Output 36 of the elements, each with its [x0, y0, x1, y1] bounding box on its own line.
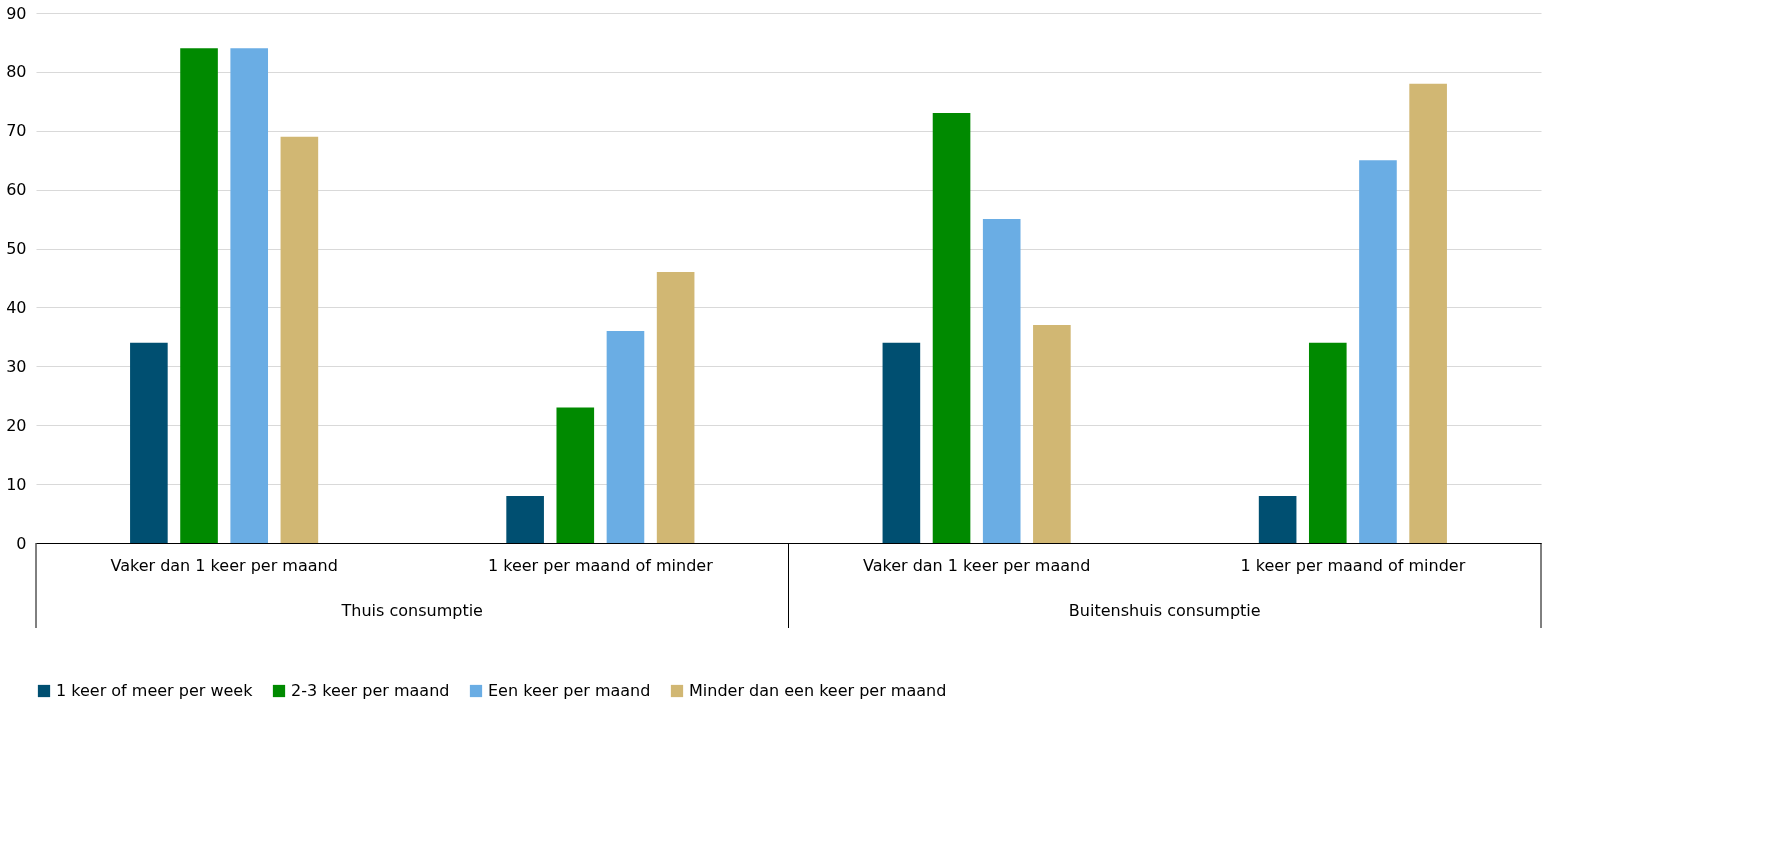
- bar: [982, 219, 1021, 543]
- y-tick-label: 0: [16, 533, 27, 553]
- x-tick-label: Vaker dan 1 keer per maand: [862, 555, 1091, 575]
- bar: [932, 113, 971, 543]
- bar: [882, 342, 921, 543]
- bar: [180, 48, 218, 543]
- bar: [130, 342, 168, 543]
- y-tick-label: 30: [6, 356, 27, 376]
- y-tick-label: 40: [6, 297, 27, 317]
- y-tick-label: 90: [6, 3, 27, 23]
- bar: [1258, 495, 1297, 543]
- bar: [1409, 83, 1447, 543]
- bar: [1033, 325, 1071, 543]
- legend-label: Een keer per maand: [488, 681, 651, 700]
- y-tick-label: 10: [6, 474, 27, 494]
- legend-label: 2-3 keer per maand: [291, 681, 450, 700]
- y-tick-label: 60: [6, 180, 27, 200]
- legend-label: 1 keer of meer per week: [56, 681, 254, 700]
- bar: [280, 136, 319, 543]
- y-tick-label: 70: [6, 121, 27, 141]
- text: Thuis consumptie: [340, 601, 483, 620]
- y-tick-label: 20: [6, 415, 27, 435]
- bar: [506, 495, 544, 543]
- x-tick-label: 1 keer per maand of minder: [1240, 555, 1466, 575]
- legend-label: Minder dan een keer per maand: [689, 681, 947, 700]
- bar: [556, 407, 595, 543]
- x-tick-label: Vaker dan 1 keer per maand: [110, 555, 338, 575]
- y-tick-label: 80: [6, 62, 27, 82]
- bar: [230, 48, 269, 543]
- x-tick-label: 1 keer per maand of minder: [487, 555, 714, 575]
- bar: [1308, 342, 1347, 543]
- bar: [606, 331, 645, 543]
- y-tick-label: 50: [6, 239, 27, 259]
- text: Buitenshuis consumptie: [1068, 601, 1261, 620]
- bar: [656, 272, 695, 543]
- bar: [1359, 160, 1397, 543]
